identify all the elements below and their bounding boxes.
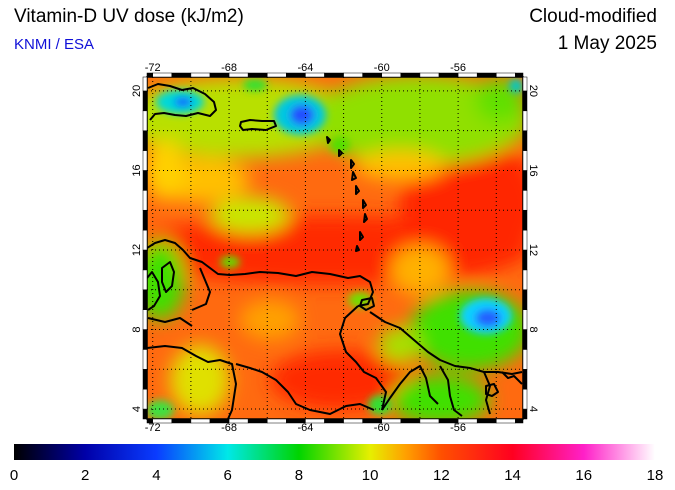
frame-band-left xyxy=(142,349,148,370)
colorbar-tick-label: 6 xyxy=(223,467,231,484)
frame-band-bottom xyxy=(400,418,421,424)
frame-band-left xyxy=(142,269,148,291)
lon-tick-top: -72 xyxy=(145,62,161,74)
colorbar-tick-label: 0 xyxy=(10,467,18,484)
frame-band-right xyxy=(522,369,528,390)
colorbar-tick-label: 2 xyxy=(81,467,89,484)
lat-tick-right: 20 xyxy=(527,85,539,97)
frame-band-left xyxy=(142,90,148,112)
colorbar xyxy=(14,444,655,460)
frame-band-left xyxy=(142,229,148,251)
frame-band-bottom xyxy=(266,418,287,424)
lon-tick-top: -60 xyxy=(374,62,390,74)
frame-band-right xyxy=(522,150,528,171)
frame-band-right xyxy=(522,229,528,251)
frame-band-right xyxy=(522,170,528,191)
frame-band-right xyxy=(522,269,528,291)
frame-band-left xyxy=(142,329,148,350)
colorbar-tick-label: 14 xyxy=(504,467,521,484)
frame-band-left xyxy=(142,369,148,390)
frame-band-right xyxy=(522,190,528,211)
frame-band-left xyxy=(142,289,148,310)
frame-band-right xyxy=(522,130,528,151)
lon-tick-top: -68 xyxy=(221,62,237,74)
frame-band-bottom xyxy=(171,418,192,424)
lat-lon-grid xyxy=(147,77,523,419)
frame-band-right xyxy=(522,90,528,112)
coastlines xyxy=(147,83,523,419)
frame-band-left xyxy=(142,388,148,410)
lon-tick-top: -56 xyxy=(450,62,466,74)
credit-label: KNMI / ESA xyxy=(14,36,95,53)
frame-band-top xyxy=(400,72,421,78)
colorbar-tick-label: 18 xyxy=(647,467,664,484)
frame-band-top xyxy=(419,72,440,78)
frame-band-right xyxy=(522,349,528,370)
frame-band-right xyxy=(522,209,528,231)
lat-tick-right: 4 xyxy=(527,406,539,412)
frame-band-bottom xyxy=(343,418,363,424)
frame-band-left xyxy=(142,150,148,171)
frame-band-top xyxy=(266,72,287,78)
frame-band-right xyxy=(522,249,528,271)
frame-band-right xyxy=(522,329,528,350)
lon-tick-bottom: -60 xyxy=(374,422,390,434)
frame-band-top xyxy=(171,72,192,78)
colorbar-tick-label: 4 xyxy=(152,467,160,484)
frame-band-top xyxy=(496,72,516,78)
frame-band-left xyxy=(142,170,148,191)
colorbar-tick-label: 10 xyxy=(362,467,379,484)
frame-band-left xyxy=(142,130,148,151)
colorbar-labels: 0 2 4 6 8 10 12 14 16 18 xyxy=(10,467,664,484)
frame-band-left xyxy=(142,408,148,420)
frame-band-right xyxy=(522,110,528,131)
frame-band-top xyxy=(515,72,524,78)
lon-tick-bottom: -68 xyxy=(221,422,237,434)
frame-band-bottom xyxy=(190,418,211,424)
colorbar-tick-label: 12 xyxy=(433,467,450,484)
frame-band-right xyxy=(522,289,528,310)
frame-band-bottom xyxy=(476,418,497,424)
frame-band-bottom xyxy=(419,418,440,424)
frame-band-left xyxy=(142,249,148,271)
frame-band-left xyxy=(142,190,148,211)
lat-tick-left: 12 xyxy=(131,244,143,256)
frame-band-top xyxy=(247,72,268,78)
frame-band-right xyxy=(522,408,528,420)
map-title: Vitamin-D UV dose (kJ/m2) xyxy=(14,6,244,27)
lon-tick-bottom: -64 xyxy=(297,422,313,434)
lat-tick-right: 16 xyxy=(527,164,539,176)
frame-band-left xyxy=(142,110,148,131)
frame-band-top xyxy=(324,72,344,78)
lat-tick-right: 8 xyxy=(527,326,539,332)
frame-band-bottom xyxy=(515,418,524,424)
frame-band-bottom xyxy=(247,418,268,424)
frame-band-top xyxy=(190,72,211,78)
frame-band-bottom xyxy=(496,418,516,424)
frame-tick-bands xyxy=(142,72,528,424)
frame-band-bottom xyxy=(324,418,344,424)
frame-band-right xyxy=(522,309,528,330)
lat-tick-right: 12 xyxy=(527,244,539,256)
colorbar-tick-label: 16 xyxy=(575,467,592,484)
frame-band-left xyxy=(142,309,148,330)
colorbar-tick-label: 8 xyxy=(295,467,303,484)
frame-band-left xyxy=(142,209,148,231)
lon-tick-bottom: -56 xyxy=(450,422,466,434)
frame-band-top xyxy=(476,72,497,78)
lon-tick-bottom: -72 xyxy=(145,422,161,434)
axis-tick-labels: -72 -72 -68 -68 -64 -64 -60 -60 -56 -56 20 20 16 16 12… xyxy=(131,62,539,434)
frame-band-right xyxy=(522,76,528,92)
lon-tick-top: -64 xyxy=(297,62,313,74)
mode-label: Cloud-modified xyxy=(529,6,657,27)
frame-band-right xyxy=(522,388,528,410)
lat-tick-left: 20 xyxy=(131,85,143,97)
frame-band-left xyxy=(142,76,148,92)
lat-tick-left: 4 xyxy=(131,406,143,412)
date-label: 1 May 2025 xyxy=(557,33,657,54)
lat-tick-left: 8 xyxy=(131,326,143,332)
frame-band-top xyxy=(343,72,363,78)
lat-tick-left: 16 xyxy=(131,164,143,176)
